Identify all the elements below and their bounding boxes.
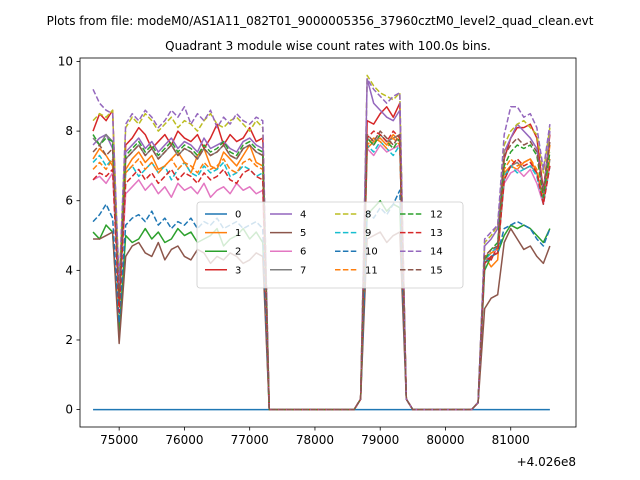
x-tick-label: 80000 xyxy=(426,433,464,447)
x-tick-label: 78000 xyxy=(296,433,334,447)
legend-box xyxy=(196,201,464,289)
legend-label-1: 1 xyxy=(235,228,241,239)
x-axis: 75000 76000 77000 78000 79000 80000 81000 xyxy=(100,427,530,447)
series-layer xyxy=(92,74,551,411)
legend-label-15: 15 xyxy=(430,265,443,276)
legend-label-5: 5 xyxy=(300,228,306,239)
legend-label-8: 8 xyxy=(365,210,371,221)
chart-title: Quadrant 3 module wise count rates with … xyxy=(165,39,491,53)
x-tick-label: 76000 xyxy=(165,433,203,447)
axes-frame xyxy=(79,57,577,428)
y-tick-label: 10 xyxy=(58,54,73,68)
legend-label-10: 10 xyxy=(365,247,378,258)
y-tick-label: 0 xyxy=(65,403,73,417)
legend-label-7: 7 xyxy=(300,265,306,276)
legend-label-6: 6 xyxy=(300,247,306,258)
legend-label-11: 11 xyxy=(365,265,378,276)
legend-label-12: 12 xyxy=(430,210,443,221)
legend-label-4: 4 xyxy=(300,210,306,221)
y-tick-label: 6 xyxy=(65,194,73,208)
x-offset-label: +4.026e8 xyxy=(517,455,576,469)
x-tick-label: 75000 xyxy=(100,433,138,447)
y-tick-label: 2 xyxy=(65,333,73,347)
legend-label-14: 14 xyxy=(430,247,443,258)
x-tick-label: 77000 xyxy=(231,433,269,447)
series-line-12 xyxy=(92,133,551,411)
series-line-15 xyxy=(92,130,551,411)
figure-suptitle: Plots from file: modeM0/AS1A11_082T01_90… xyxy=(47,14,594,28)
x-tick-label: 79000 xyxy=(361,433,399,447)
legend-label-0: 0 xyxy=(235,210,241,221)
x-tick-label: 81000 xyxy=(492,433,530,447)
legend-label-3: 3 xyxy=(235,265,241,276)
y-tick-label: 8 xyxy=(65,124,73,138)
legend-label-13: 13 xyxy=(430,228,443,239)
y-axis: 0 2 4 6 8 10 xyxy=(58,54,80,417)
legend-label-2: 2 xyxy=(235,247,241,258)
y-tick-label: 4 xyxy=(65,263,73,277)
legend-label-9: 9 xyxy=(365,228,371,239)
